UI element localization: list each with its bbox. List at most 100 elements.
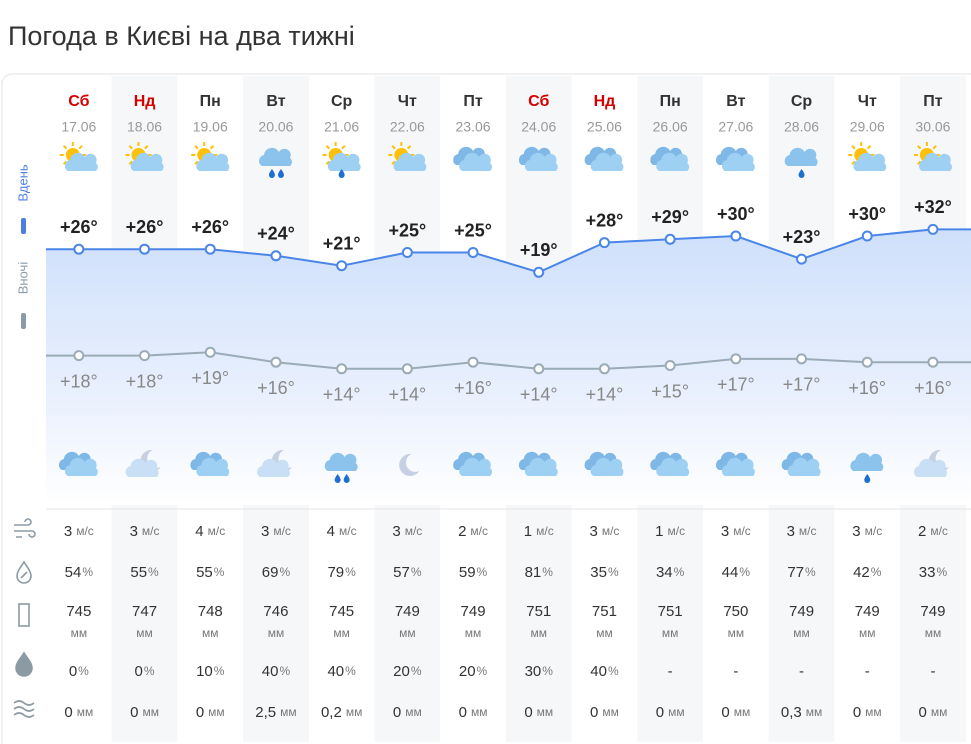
weekday: Нд [134,93,156,110]
precip-value: 0,3 [781,704,802,721]
precip-value: 0 [919,704,927,721]
wind-unit: м/с [273,524,291,538]
humidity-value: 59 [459,564,476,581]
cloud [196,152,230,171]
day-point [73,243,85,255]
humidity-unit: % [739,565,750,579]
day-temp-label: +21° [323,233,361,253]
wind-value: 1 [655,523,663,540]
sun-ray [917,145,922,150]
precip-prob-unit: % [345,664,356,678]
humidity-value: 69 [262,564,279,581]
pressure-value: 749 [855,603,880,620]
precip-prob-value: 20 [459,663,476,680]
day-temp-label: +30° [848,204,886,224]
moon [399,453,420,476]
weather-icon [191,142,230,171]
weather-icon [848,142,887,171]
cloud [919,152,952,171]
wind: 3 м/с [852,523,882,540]
night-point [927,356,939,368]
cloud [125,458,159,477]
day-point [336,260,348,272]
precip-value: 0 [130,704,138,721]
day-area [46,229,971,505]
humidity: 81% [525,564,554,581]
pressure-unit: мм [202,626,219,640]
day-temp-label: +30° [717,204,755,224]
date: 30.06 [915,119,950,135]
humidity-unit: % [411,565,422,579]
night-temp-label: +16° [848,378,886,398]
pressure-unit: мм [268,626,285,640]
wind-unit: м/с [733,524,751,538]
weekday: Пн [660,93,681,110]
cloud [196,457,230,476]
date: 19.06 [193,119,228,135]
precip: 0 мм [656,704,685,721]
humidity-value: 57 [393,564,410,581]
rain-drop [277,169,284,178]
weather-icon [518,146,558,171]
sun-ray [325,145,330,150]
cloud [914,458,947,477]
cloud [257,458,290,477]
precip-value: 0 [196,704,204,721]
precip-value: 0 [853,704,861,721]
weather-icon [324,452,358,483]
precip: 0 мм [130,704,159,721]
pressure-value: 745 [66,603,91,620]
precip-prob: 0% [135,663,155,680]
humidity: 57% [393,564,422,581]
weather-icon [388,142,427,171]
pressure-unit: мм [662,626,679,640]
weather-icon [584,146,624,171]
precip-prob-unit: % [78,664,89,678]
precip-prob-value: - [865,663,870,680]
precip-prob-value: 40 [262,663,279,680]
humidity-value: 33 [919,564,936,581]
wind: 3 м/с [721,523,751,540]
precip: 0 мм [459,704,488,721]
night-temp-label: +15° [651,381,689,401]
humidity-unit: % [871,565,882,579]
precip: 0 мм [590,704,619,721]
wind-value: 3 [392,523,400,540]
humidity-value: 44 [722,564,739,581]
cloud [130,152,164,171]
rain-drop [343,474,350,483]
night-legend-swatch [21,313,26,329]
cloud [590,152,624,171]
precip-unit: мм [537,705,554,719]
pressure-unit: мм [71,626,88,640]
night-point [533,363,545,375]
wind: 2 м/с [458,523,488,540]
weekday: Пн [200,93,221,110]
weather-icon [715,451,755,476]
precip: 0 мм [721,704,750,721]
pressure-unit: мм [399,626,416,640]
day-point [730,230,742,242]
humidity-value: 42 [853,564,870,581]
wind-unit: м/с [405,524,423,538]
pressure-value: 745 [329,603,354,620]
wind: 3 м/с [392,523,422,540]
humidity-value: 55 [196,564,213,581]
sun-ray [194,145,199,150]
precip-unit: мм [346,705,363,719]
day-point [664,233,676,245]
precip-prob: - [668,663,673,680]
cloud [524,152,558,171]
night-point [730,353,742,365]
precip-prob-unit: % [279,664,290,678]
cloud [853,152,887,171]
day-temp-label: +25° [454,220,492,240]
night-point [336,363,348,375]
precip-prob-value: - [668,663,673,680]
precip-prob: - [799,663,804,680]
night-point [861,356,873,368]
night-point [664,360,676,371]
humidity: 35% [590,564,619,581]
weekday: Чт [398,93,417,110]
